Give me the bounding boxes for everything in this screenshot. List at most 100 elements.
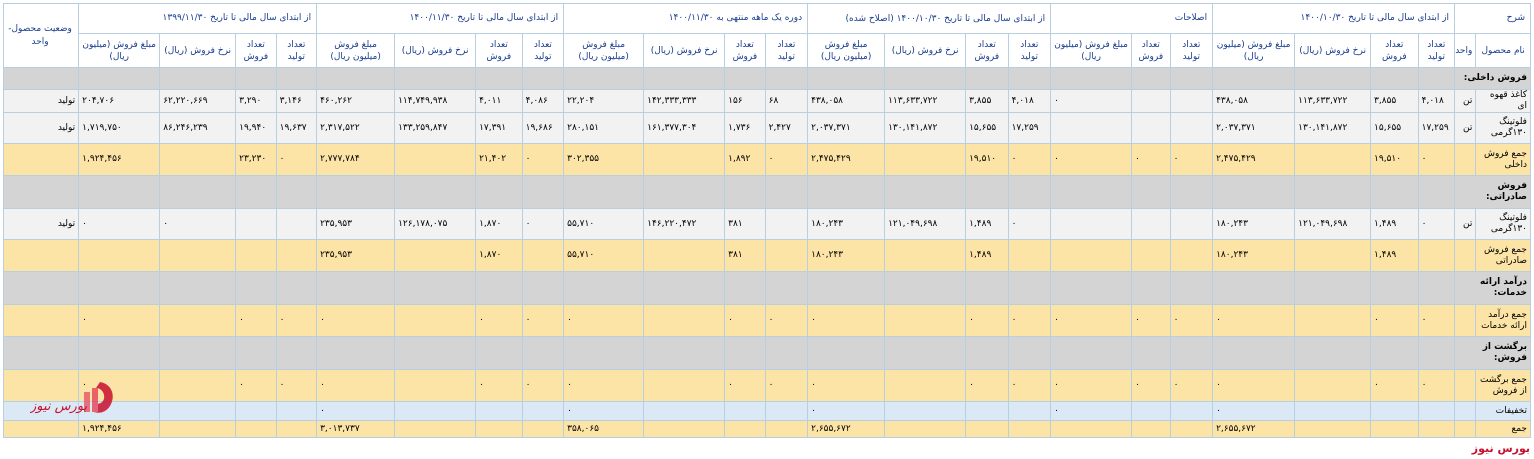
product-name: تخفیفات [1475,401,1531,421]
value-cell: ۲۳۵,۹۵۳ [316,208,396,240]
value-cell: ۲,۴۷۵,۴۲۹ [1212,143,1296,176]
value-cell [78,239,161,272]
empty-cell [78,67,161,90]
value-cell: ۱۹,۶۳۷ [275,112,318,144]
empty-cell [159,67,237,90]
value-cell: ۱۲۱,۰۴۹,۶۹۸ [1294,208,1372,240]
value-cell: ۲۲,۲۰۴ [563,89,645,113]
empty-cell [563,271,645,305]
value-cell [1294,239,1372,272]
table-row: جمع ۲,۶۵۵,۶۷۲ ۲,۶۵۵,۶۷۲ ۳۵۸,۰۶۵ ۳,۰۱۳,۷۳۷ ۱,۹… [2,420,1531,438]
empty-cell [965,67,1009,90]
value-cell: ۰ [724,369,766,402]
value-cell: ۱۵,۶۵۵ [965,112,1009,144]
value-cell: ۱۳۰,۱۴۱,۸۷۲ [1294,112,1372,144]
value-cell: ۱,۷۳۶ [724,112,766,144]
value-cell: ۰ [724,304,766,337]
value-cell: ۰ [316,304,396,337]
value-cell [275,208,318,240]
empty-cell [807,271,886,305]
value-cell: ۲۸۰,۱۵۱ [563,112,645,144]
value-cell: ۰ [807,401,886,421]
empty-cell [275,271,318,305]
empty-cell [1417,271,1456,305]
footer-brand: بورس نیوز [1471,442,1530,455]
value-cell [884,369,967,402]
value-cell [1417,401,1456,421]
empty-cell [394,271,477,305]
value-cell [1294,369,1372,402]
value-cell [1050,420,1133,438]
value-cell: ۰ [475,369,523,402]
value-cell: ۰ [235,304,277,337]
empty-cell [316,336,396,370]
value-cell: ۰ [1212,304,1296,337]
value-cell [1131,401,1171,421]
value-cell: ۱,۴۸۹ [1370,239,1419,272]
value-cell [1294,143,1372,176]
empty-cell [764,67,809,90]
empty-cell [316,67,396,90]
value-cell: ۰ [965,369,1009,402]
value-cell: ۱۸۰,۲۴۳ [807,239,886,272]
value-cell [521,420,565,438]
value-cell: ۱,۸۷۰ [475,208,523,240]
subheader-g2-c3: مبلغ فروش (میلیون ریال) [1050,33,1133,68]
value-cell: ۰ [316,401,396,421]
value-cell: ۱۱۴,۷۴۹,۹۳۸ [394,89,477,113]
value-cell: ۰ [1007,143,1052,176]
subheader-g5-c3: نرخ فروش (ریال) [394,33,477,68]
empty-cell [764,271,809,305]
value-cell [1007,401,1052,421]
status-cell: تولید [2,89,80,113]
value-cell [764,208,809,240]
value-cell: ۲,۶۵۵,۶۷۲ [1212,420,1296,438]
empty-cell [1169,271,1214,305]
value-cell [159,420,237,438]
value-cell: ۰ [1169,369,1214,402]
value-cell: ۰ [1131,143,1171,176]
value-cell: ۳,۰۱۳,۷۳۷ [316,420,396,438]
value-cell: ۱۹,۵۱۰ [1370,143,1419,176]
empty-cell [1007,175,1052,209]
unit-cell [1454,420,1477,438]
empty-cell [563,67,645,90]
table-row: فروش صادراتی: [2,175,1531,209]
empty-cell [1050,336,1133,370]
empty-cell [1370,271,1419,305]
empty-cell [316,271,396,305]
status-cell [2,143,80,176]
value-cell: ۱۷,۲۵۹ [1417,112,1456,144]
empty-cell [807,67,886,90]
value-cell: ۲,۴۷۵,۴۲۹ [807,143,886,176]
value-cell [1294,401,1372,421]
value-cell: ۰ [275,304,318,337]
empty-cell [1294,336,1372,370]
empty-cell [643,175,726,209]
value-cell [394,420,477,438]
empty-cell [965,271,1009,305]
subheader-g3-c4: مبلغ فروش (میلیون ریال) [807,33,886,68]
value-cell: ۱,۸۷۰ [475,239,523,272]
value-cell [1169,420,1214,438]
empty-cell [275,175,318,209]
value-cell [521,401,565,421]
subheader-g4-c4: مبلغ فروش (میلیون ریال) [563,33,645,68]
empty-cell [884,67,967,90]
value-cell: ۰ [1417,143,1456,176]
value-cell: ۰ [78,208,161,240]
value-cell: ۰ [1050,369,1133,402]
value-cell: ۰ [316,369,396,402]
value-cell: ۰ [1007,304,1052,337]
value-cell: ۰ [965,304,1009,337]
value-cell [1169,112,1214,144]
empty-cell [475,336,523,370]
value-cell: ۲۳۵,۹۵۳ [316,239,396,272]
empty-cell [724,271,766,305]
value-cell: ۱۳۰,۱۴۱,۸۷۲ [884,112,967,144]
value-cell: ۰ [1212,369,1296,402]
header-group-6: از ابتدای سال مالی تا تاریخ ۱۳۹۹/۱۱/۳۰ [78,3,318,34]
subheader-g2-c2: تعداد فروش [1131,33,1171,68]
value-cell [643,143,726,176]
